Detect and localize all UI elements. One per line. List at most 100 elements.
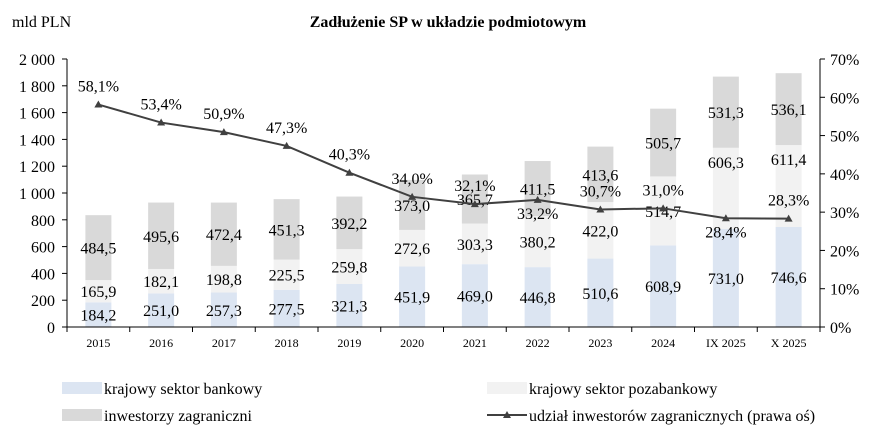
share-label: 34,0% — [391, 171, 432, 188]
bar-label: 392,2 — [331, 216, 367, 233]
y-tick-label: 0 — [47, 320, 55, 337]
bar-2-11 — [775, 73, 802, 146]
bar-label: 184,2 — [80, 308, 116, 325]
bar-0-1 — [148, 293, 175, 327]
bar-1-0 — [85, 280, 112, 303]
share-marker — [219, 128, 228, 136]
bar-2-1 — [148, 202, 175, 269]
bar-label: 484,5 — [80, 241, 116, 258]
bar-2-6 — [461, 174, 488, 224]
bar-2-2 — [210, 202, 237, 266]
bar-2-4 — [336, 196, 363, 250]
bar-label: 510,6 — [582, 286, 618, 303]
legend-label: udział inwestorów zagranicznych (prawa o… — [529, 408, 815, 425]
bar-0-7 — [524, 267, 551, 327]
x-tick-label: IX 2025 — [706, 336, 746, 350]
bar-label: 257,3 — [206, 303, 242, 320]
bar-label: 446,8 — [520, 290, 556, 307]
legend-swatch — [62, 382, 102, 394]
y-tick-label: 200 — [31, 293, 55, 310]
bar-label: 272,6 — [394, 241, 430, 258]
bar-label: 731,0 — [708, 271, 744, 288]
share-marker — [94, 100, 103, 108]
share-label: 32,1% — [454, 178, 495, 195]
bar-label: 505,7 — [645, 136, 681, 153]
x-tick-label: 2017 — [212, 336, 236, 350]
y-tick-label: 800 — [31, 213, 55, 230]
bar-label: 165,9 — [80, 284, 116, 301]
bar-label: 422,0 — [582, 223, 618, 240]
bar-label: 251,0 — [143, 303, 179, 320]
bar-2-7 — [524, 161, 551, 217]
bar-label: 451,9 — [394, 290, 430, 307]
bar-label: 380,2 — [520, 235, 556, 252]
y2-tick-label: 50% — [830, 129, 859, 146]
x-tick-label: 2021 — [463, 336, 487, 350]
bar-2-10 — [712, 76, 739, 148]
share-marker — [533, 195, 542, 203]
bar-0-11 — [775, 226, 802, 327]
x-tick-label: 2019 — [337, 336, 361, 350]
y-tick-label: 600 — [31, 240, 55, 257]
bar-label: 373,0 — [394, 198, 430, 215]
bar-2-8 — [587, 146, 614, 203]
bar-label: 608,9 — [645, 279, 681, 296]
x-tick-label: 2016 — [149, 336, 173, 350]
share-marker — [408, 192, 417, 200]
y-tick-label: 400 — [31, 266, 55, 283]
y2-tick-label: 10% — [830, 282, 859, 299]
bar-0-8 — [587, 258, 614, 327]
bar-label: 259,8 — [331, 260, 367, 277]
legend-label: krajowy sektor pozabankowy — [529, 381, 717, 398]
share-marker — [345, 168, 354, 176]
y-axis-label: mld PLN — [12, 14, 72, 31]
bar-0-2 — [210, 292, 237, 327]
bar-0-6 — [461, 264, 488, 327]
x-tick-label: 2020 — [400, 336, 424, 350]
y-tick-label: 1 600 — [19, 106, 55, 123]
share-label: 47,3% — [266, 120, 307, 137]
legend-label: inwestorzy zagraniczni — [104, 408, 252, 425]
x-tick-label: X 2025 — [771, 336, 807, 350]
bar-label: 451,3 — [269, 222, 305, 239]
y-tick-label: 1 200 — [19, 159, 55, 176]
y2-tick-label: 40% — [830, 167, 859, 184]
bar-label: 469,0 — [457, 289, 493, 306]
bar-label: 531,3 — [708, 105, 744, 122]
share-marker — [157, 118, 166, 126]
bar-1-4 — [336, 249, 363, 284]
bar-label: 536,1 — [771, 102, 807, 119]
share-label: 40,3% — [329, 147, 370, 164]
bar-0-4 — [336, 283, 363, 327]
share-label: 33,2% — [517, 206, 558, 223]
bar-label: 611,4 — [771, 152, 806, 169]
bar-2-0 — [85, 215, 112, 281]
bar-label: 495,6 — [143, 229, 179, 246]
y-tick-label: 1 800 — [19, 79, 55, 96]
bar-2-3 — [273, 199, 300, 260]
bar-0-5 — [399, 266, 426, 327]
bar-1-6 — [461, 223, 488, 265]
share-marker — [470, 200, 479, 208]
share-label: 28,4% — [705, 224, 746, 241]
y2-tick-label: 60% — [830, 90, 859, 107]
bar-label: 321,3 — [331, 298, 367, 315]
chart-title: Zadłużenie SP w układzie podmiotowym — [310, 14, 587, 31]
share-label: 58,1% — [78, 79, 119, 96]
x-tick-label: 2024 — [651, 336, 675, 350]
bar-label: 225,5 — [269, 268, 305, 285]
share-label: 50,9% — [203, 106, 244, 123]
y2-tick-label: 70% — [830, 52, 859, 69]
bar-0-0 — [85, 302, 112, 327]
share-marker — [721, 214, 730, 222]
share-label: 28,3% — [768, 193, 809, 210]
y-tick-label: 1 000 — [19, 186, 55, 203]
bar-label: 746,6 — [771, 270, 807, 287]
share-marker — [596, 205, 605, 213]
y-tick-label: 1 400 — [19, 132, 55, 149]
share-label: 30,7% — [580, 183, 621, 200]
bar-label: 303,3 — [457, 237, 493, 254]
share-marker — [784, 214, 793, 222]
bar-1-3 — [273, 259, 300, 290]
